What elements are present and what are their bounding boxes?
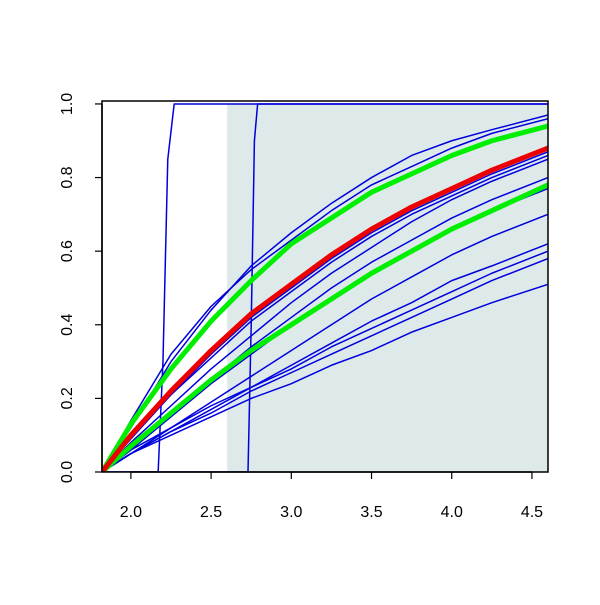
y-tick-label: 0.0 — [59, 461, 76, 483]
shaded-region — [227, 103, 548, 472]
y-tick-label: 0.6 — [59, 240, 76, 262]
y-tick-label: 1.0 — [59, 93, 76, 115]
x-tick-label: 4.5 — [521, 504, 543, 521]
x-tick-label: 3.0 — [280, 504, 302, 521]
curve — [102, 257, 548, 472]
y-tick-label: 0.2 — [59, 387, 76, 409]
x-tick-label: 2.0 — [120, 504, 142, 521]
curve — [102, 103, 548, 472]
curve — [102, 182, 548, 472]
curve — [102, 117, 548, 472]
curve — [102, 283, 548, 472]
curve — [102, 145, 548, 472]
x-tick-label: 4.0 — [441, 504, 463, 521]
y-tick-label: 0.8 — [59, 166, 76, 188]
curve — [102, 250, 548, 472]
curve — [102, 114, 548, 472]
curve — [102, 158, 548, 472]
curve — [102, 123, 548, 472]
x-tick-label: 2.5 — [200, 504, 222, 521]
plot-box — [101, 100, 549, 473]
plot-area — [102, 103, 548, 472]
x-tick-label: 3.5 — [360, 504, 382, 521]
y-tick-label: 0.4 — [59, 314, 76, 336]
curve — [102, 103, 548, 472]
